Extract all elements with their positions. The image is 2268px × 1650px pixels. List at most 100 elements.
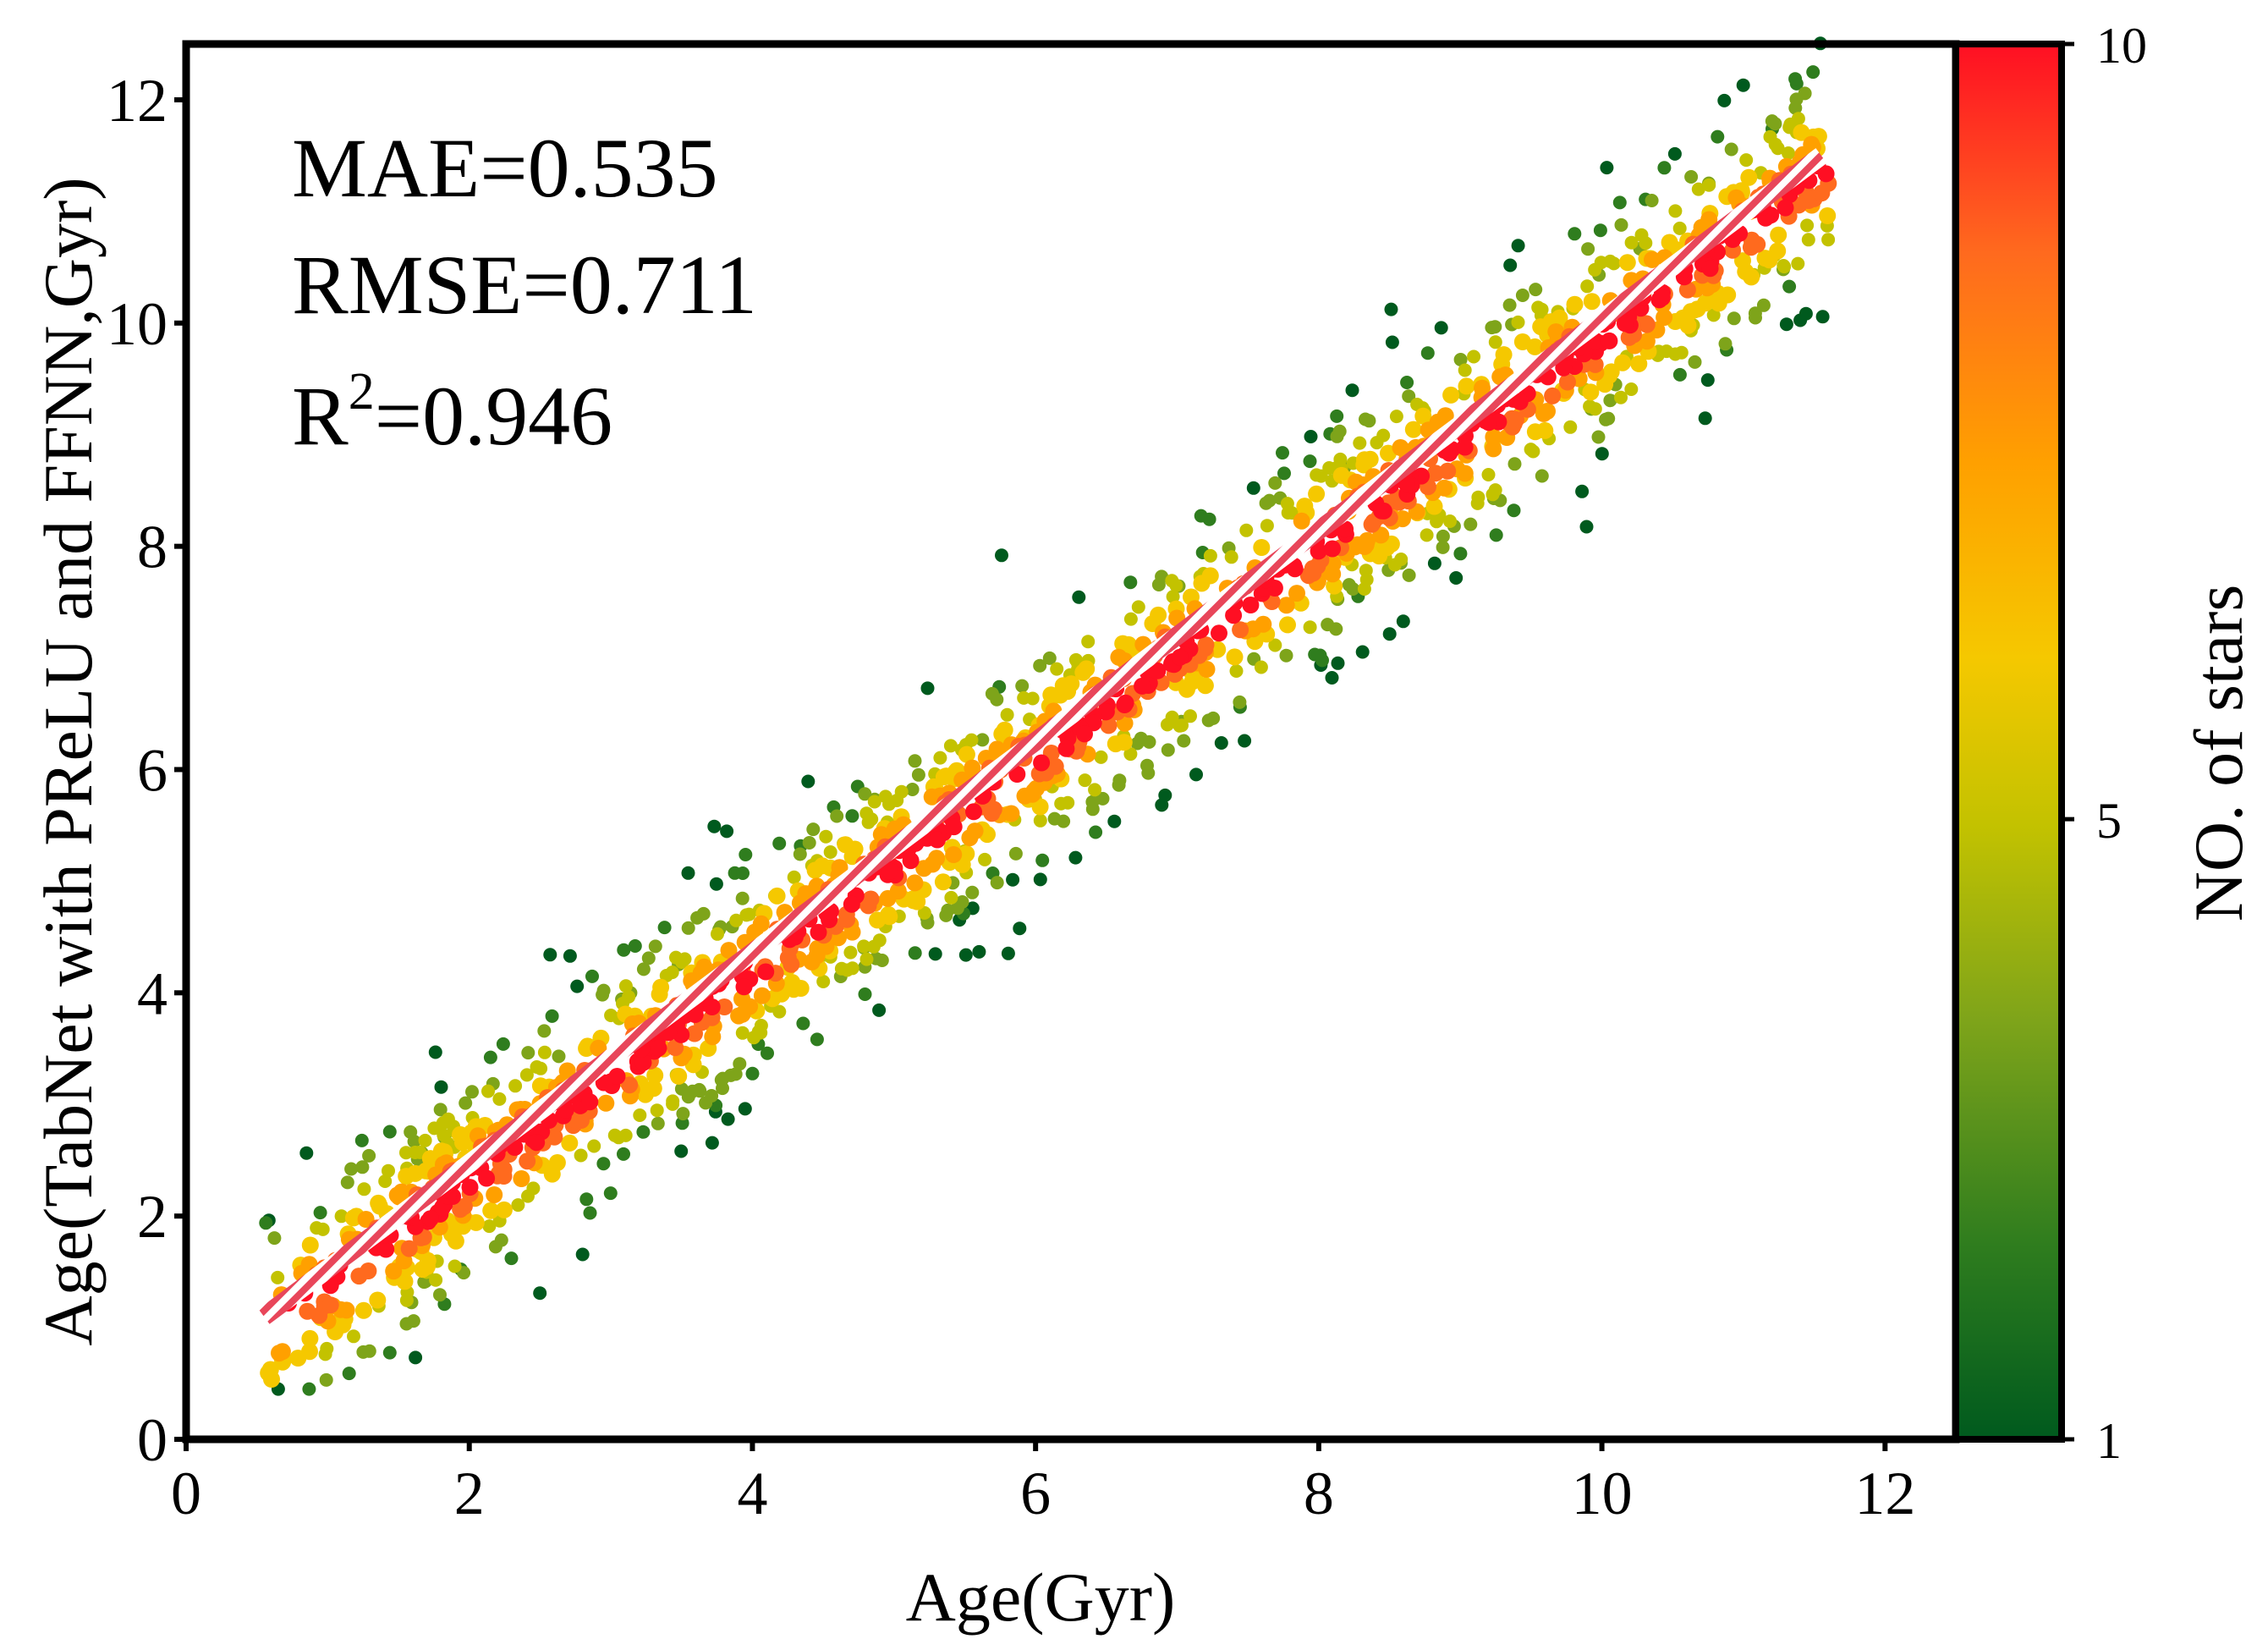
scatter-point [1359, 412, 1372, 426]
scatter-point [1481, 468, 1496, 481]
scatter-point [585, 969, 599, 983]
scatter-point [1803, 135, 1820, 153]
scatter-point [1165, 574, 1179, 588]
scatter-point [448, 1259, 462, 1273]
scatter-point [745, 1066, 760, 1081]
scatter-point [1453, 547, 1468, 561]
scatter-point [1653, 289, 1671, 306]
scatter-point [508, 1079, 523, 1093]
scatter-point [385, 1262, 403, 1280]
scatter-point [704, 1028, 722, 1046]
scatter-point [941, 903, 955, 917]
scatter-point [1568, 227, 1582, 241]
scatter-point [334, 1209, 349, 1224]
scatter-point [263, 1371, 280, 1388]
scatter-point [1782, 146, 1795, 160]
scatter-point [1679, 316, 1697, 334]
scatter-point [1033, 872, 1047, 887]
scatter-point [537, 1045, 552, 1059]
scatter-point [301, 1236, 319, 1254]
scatter-point [1488, 483, 1502, 498]
scatter-point [902, 852, 920, 870]
scatter-point [1458, 377, 1475, 395]
scatter-point [1059, 683, 1077, 701]
scatter-point [1777, 260, 1792, 274]
scatter-point [1177, 734, 1191, 748]
scatter-point [1016, 787, 1034, 805]
scatter-point [823, 845, 837, 859]
scatter-point [1107, 735, 1124, 753]
scatter-point [1345, 383, 1359, 398]
scatter-point [1458, 363, 1472, 377]
scatter-point [879, 889, 897, 907]
scatter-point [1536, 421, 1554, 439]
scatter-point [1253, 539, 1271, 556]
scatter-point [646, 1066, 664, 1084]
scatter-point [1630, 355, 1648, 372]
scatter-point [418, 1257, 436, 1275]
scatter-point [1535, 469, 1549, 483]
scatter-point [1547, 323, 1565, 341]
scatter-point [310, 1306, 328, 1324]
scatter-point [1503, 418, 1521, 436]
scatter-point [1394, 510, 1411, 528]
scatter-point [859, 952, 874, 966]
scatter-point [371, 1197, 388, 1215]
scatter-point [1588, 402, 1602, 416]
scatter-point [739, 848, 753, 861]
scatter-point [1779, 317, 1793, 332]
scatter-point [634, 1053, 652, 1071]
scatter-point [1603, 393, 1617, 408]
scatter-point [452, 1125, 469, 1143]
scatter-point [1033, 658, 1047, 673]
scatter-point [908, 946, 922, 960]
scatter-point [511, 1198, 525, 1213]
scatter-point [1151, 578, 1166, 591]
scatter-point [369, 1291, 387, 1309]
scatter-point [628, 939, 642, 953]
scatter-point [1791, 256, 1805, 271]
scatter-point [1727, 311, 1741, 326]
scatter-point [1756, 298, 1771, 312]
scatter-point [481, 1084, 495, 1098]
scatter-point [996, 721, 1013, 739]
scatter-point [924, 855, 942, 873]
scatter-point [736, 866, 750, 880]
scatter-point [1224, 550, 1238, 564]
scatter-point [1485, 440, 1502, 458]
colorbar-tick-label: 10 [2096, 18, 2147, 74]
scatter-point [1259, 496, 1273, 510]
scatter-point [534, 1061, 548, 1075]
scatter-point [1456, 465, 1474, 482]
rmse-text: RMSE=0.711 [292, 238, 757, 332]
scatter-point [867, 795, 881, 809]
scatter-point [880, 905, 898, 923]
scatter-point [935, 768, 953, 786]
y-axis-ticks: 0 2 4 6 8 10 12 [107, 67, 186, 1474]
scatter-point [1392, 439, 1409, 456]
scatter-point [1175, 718, 1189, 733]
scatter-point [1116, 696, 1134, 713]
scatter-point [1782, 120, 1797, 135]
scatter-point [645, 1080, 662, 1097]
scatter-point [1085, 795, 1100, 809]
scatter-point [1430, 514, 1444, 529]
scatter-point [943, 739, 958, 753]
scatter-point [650, 1039, 667, 1057]
scatter-point [975, 733, 990, 747]
scatter-point [340, 1175, 354, 1190]
x-tick-label: 12 [1854, 1460, 1915, 1527]
scatter-point [321, 1296, 339, 1314]
scatter-point [728, 1067, 743, 1081]
scatter-point [858, 987, 872, 1001]
scatter-point [1515, 289, 1529, 302]
scatter-point [1502, 298, 1517, 312]
scatter-point [845, 809, 859, 823]
scatter-point [1308, 485, 1326, 503]
scatter-point [362, 1148, 376, 1163]
scatter-point [990, 876, 1004, 890]
scatter-point [1161, 743, 1175, 757]
scatter-point [636, 962, 651, 976]
scatter-point [396, 1273, 414, 1290]
scatter-point [1183, 709, 1197, 723]
